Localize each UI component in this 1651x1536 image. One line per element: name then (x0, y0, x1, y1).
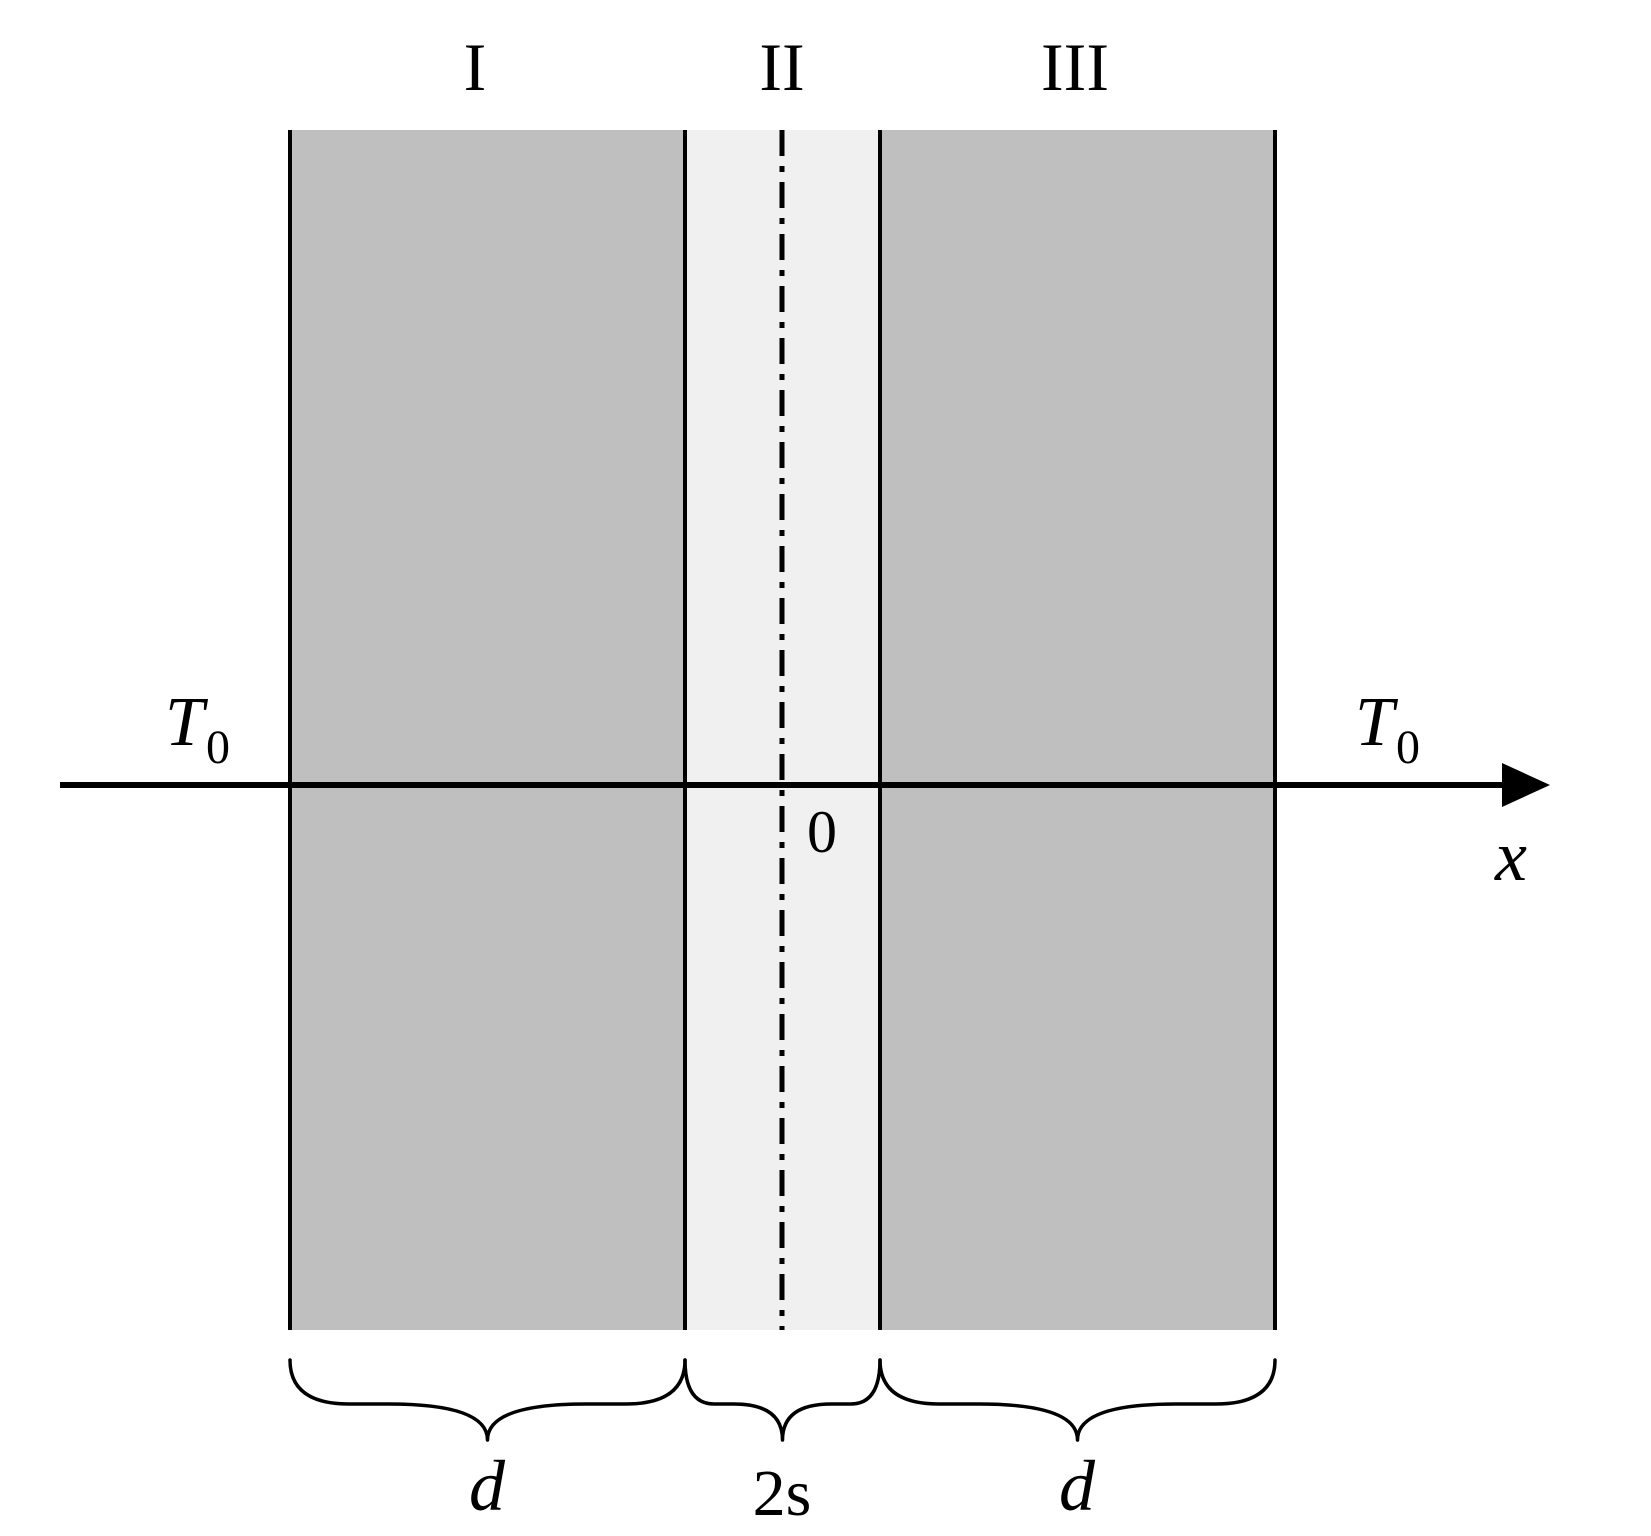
label-origin-0: 0 (807, 799, 837, 865)
label-x-axis: x (1494, 816, 1527, 896)
label-d-left: d (469, 1446, 506, 1526)
label-roman-III: III (1041, 29, 1109, 105)
region-1-fill (290, 130, 685, 1330)
label-d-right: d (1059, 1446, 1096, 1526)
label-2s: 2s (753, 1457, 812, 1530)
label-roman-II: II (759, 29, 804, 105)
region-3-fill (880, 130, 1275, 1330)
label-roman-I: I (464, 29, 487, 105)
